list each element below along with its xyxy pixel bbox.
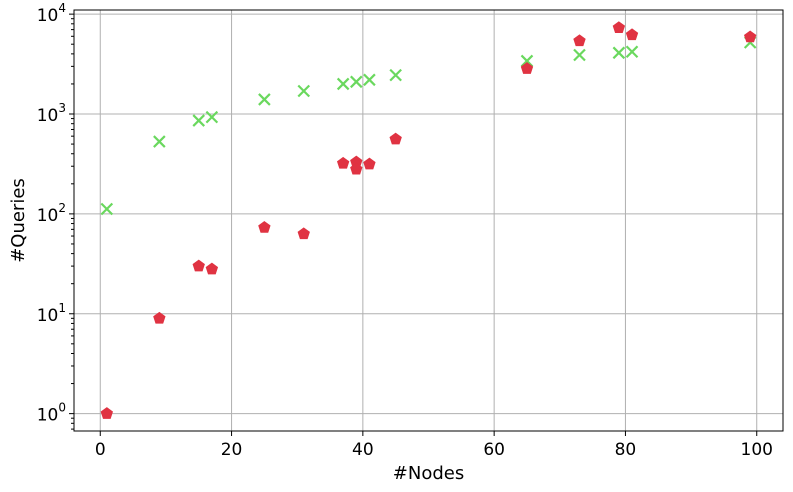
- x-marker-point: [336, 77, 350, 91]
- x-marker-point: [520, 54, 534, 68]
- pentagon-marker-point: [297, 227, 310, 240]
- x-marker-point: [389, 68, 402, 82]
- y-tick-label: 102: [37, 201, 66, 226]
- x-marker-point: [205, 110, 219, 124]
- x-tick-label: 0: [95, 440, 106, 460]
- x-marker-point: [350, 75, 363, 89]
- grid: [74, 10, 783, 431]
- plot-marks: [100, 21, 757, 419]
- pentagon-marker-point: [153, 311, 166, 324]
- plot-frame: [73, 9, 784, 432]
- axis-ticks: 0 20 40 60 80 100 100 101 102 103 104: [37, 1, 773, 460]
- pentagon-marker-point: [205, 262, 219, 275]
- y-tick-label: 100: [37, 401, 66, 426]
- y-tick-label: 101: [37, 301, 66, 326]
- x-tick-label: 60: [483, 440, 505, 460]
- pentagon-marker-point: [258, 221, 271, 233]
- x-marker-point: [100, 202, 114, 216]
- y-axis-label: #Queries: [8, 178, 29, 263]
- y-tick-label: 103: [37, 101, 66, 126]
- x-marker-point: [258, 93, 271, 106]
- y-tick-label: 104: [37, 1, 66, 26]
- pentagon-marker-point: [389, 132, 402, 145]
- x-marker-point: [625, 45, 639, 59]
- x-axis-label: #Nodes: [393, 463, 464, 484]
- x-marker-point: [153, 135, 166, 148]
- x-tick-label: 40: [352, 440, 374, 460]
- pentagon-marker-point: [625, 28, 639, 41]
- x-tick-label: 20: [221, 440, 243, 460]
- pentagon-marker-point: [350, 162, 363, 175]
- pentagon-marker-point: [192, 259, 205, 272]
- x-marker-point: [573, 48, 586, 62]
- pentagon-marker-point: [336, 156, 350, 169]
- x-marker-point: [297, 84, 311, 98]
- x-marker-point: [363, 73, 376, 87]
- pentagon-marker-point: [100, 407, 114, 419]
- pentagon-marker-point: [612, 21, 626, 34]
- pentagon-marker-point: [743, 30, 757, 43]
- pentagon-marker-point: [520, 62, 534, 74]
- x-marker-point: [612, 46, 626, 60]
- pentagon-marker-point: [573, 34, 586, 47]
- pentagon-marker-point: [363, 157, 376, 170]
- x-tick-label: 80: [615, 440, 637, 460]
- x-marker-point: [192, 114, 206, 127]
- x-tick-label: 100: [741, 440, 773, 460]
